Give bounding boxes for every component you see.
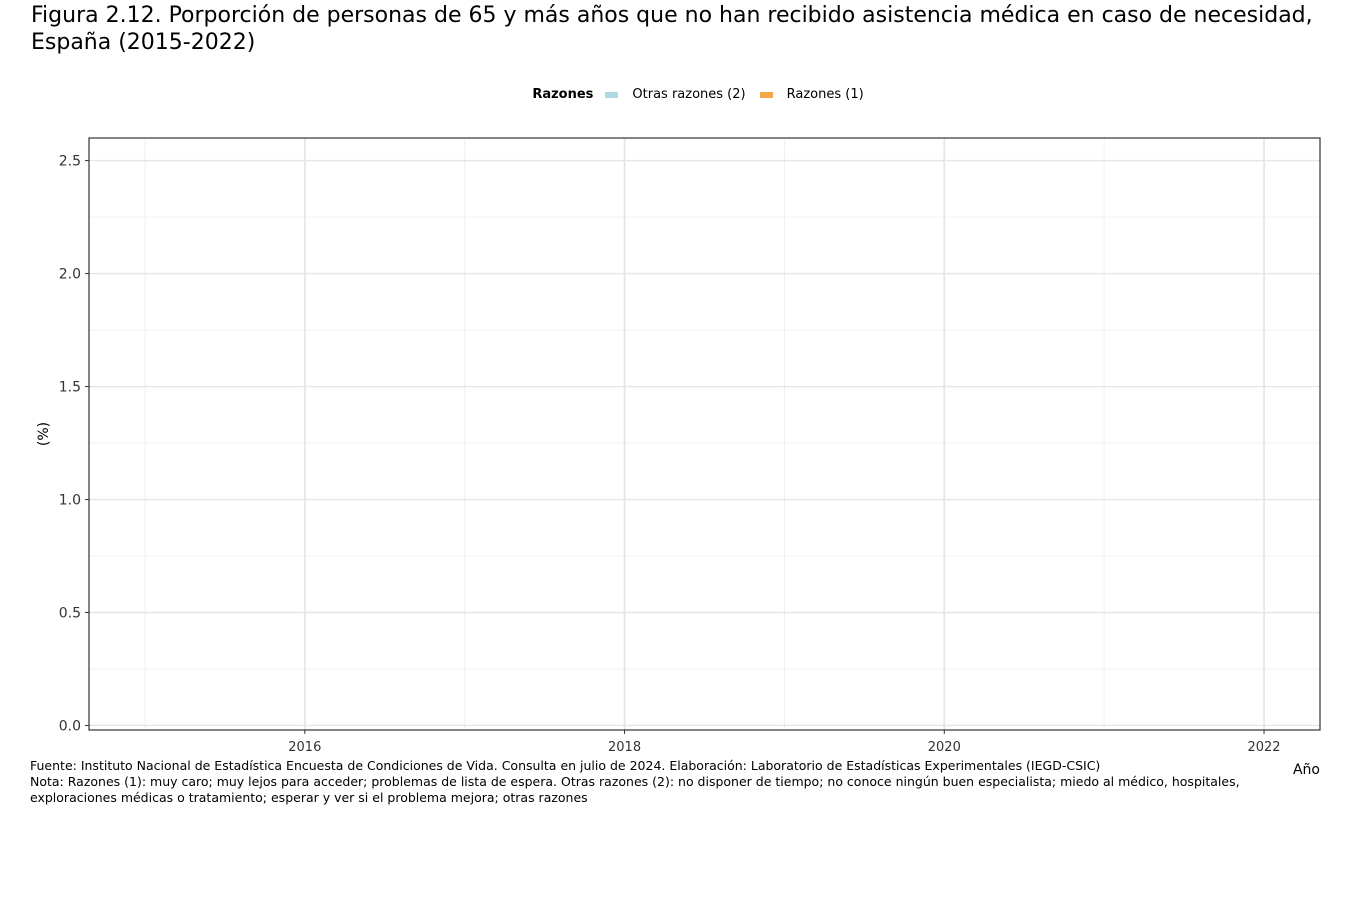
source-note: Fuente: Instituto Nacional de Estadístic…	[30, 758, 1101, 773]
chart-plot: 0.0 0.5 1.0 1.5 2.0 2.5 2016 2018 2020 2022 Año (%)	[36, 137, 1321, 778]
legend-title: Razones	[532, 87, 594, 102]
y-axis-label: (%)	[36, 422, 52, 446]
chart-notes: Fuente: Instituto Nacional de Estadístic…	[30, 758, 1280, 806]
x-axis-label: Año	[1293, 762, 1320, 778]
y-tick-label: 2.5	[59, 154, 81, 170]
x-tick-label: 2016	[288, 740, 321, 755]
x-tick-label: 2020	[928, 740, 961, 755]
legend-key-otras-razones	[605, 91, 619, 98]
y-tick-label: 1.5	[59, 380, 81, 396]
x-tick-label: 2022	[1247, 740, 1280, 755]
legend-item-otras-razones: Otras razones (2)	[605, 87, 746, 102]
plot-border	[88, 137, 1321, 731]
y-tick-label: 0.0	[59, 718, 81, 734]
y-tick-label: 1.0	[59, 493, 81, 509]
legend-key-razones	[759, 91, 773, 98]
x-tick-label: 2018	[608, 740, 641, 755]
y-tick-label: 0.5	[59, 606, 81, 622]
legend-label-otras-razones: Otras razones (2)	[632, 87, 746, 102]
legend-label-razones: Razones (1)	[786, 87, 864, 102]
legend-item-razones: Razones (1)	[759, 87, 864, 102]
y-tick-label: 2.0	[59, 267, 81, 283]
legend: Razones Otras razones (2) Razones (1)	[0, 87, 1350, 102]
chart-title: Figura 2.12. Porporción de personas de 6…	[31, 3, 1313, 55]
footnote: Nota: Razones (1): muy caro; muy lejos p…	[30, 774, 1240, 805]
